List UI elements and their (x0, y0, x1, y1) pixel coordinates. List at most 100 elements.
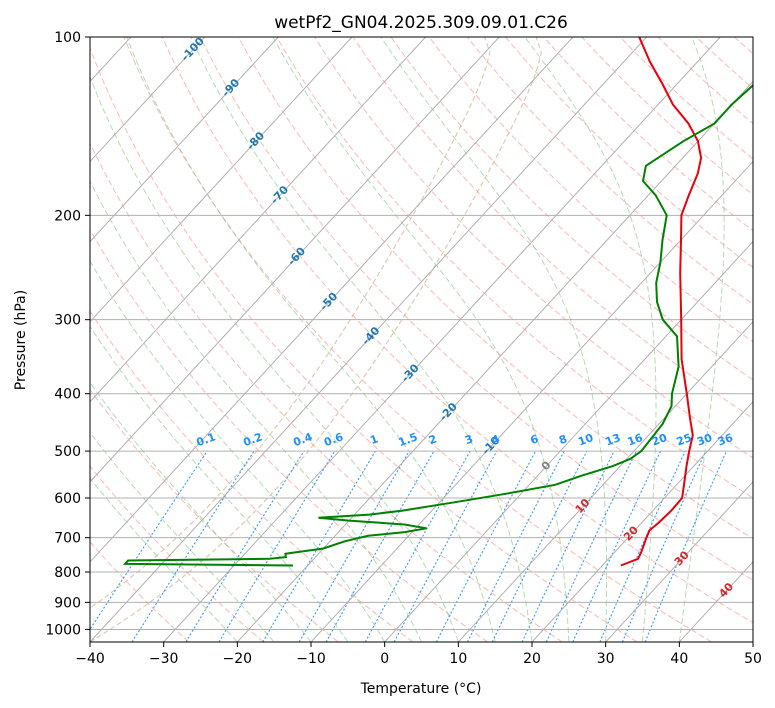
reference-curve (90, 37, 543, 642)
isotherm-line (605, 481, 753, 642)
plot-frame (89, 36, 754, 643)
moist-adiabat (90, 180, 422, 642)
dry-adiabat (543, 37, 753, 232)
mixing-ratio-label: 4 (490, 432, 502, 447)
x-tick-label: −20 (223, 651, 253, 667)
mixing-ratio-line (393, 450, 498, 642)
dry-adiabat (390, 37, 753, 381)
x-tick-label: 10 (449, 651, 467, 667)
mixing-ratio-line (599, 450, 686, 642)
isotherm-line (384, 240, 753, 642)
y-axis: 1000 900 800 700 600 500 400 300 200 100 (45, 30, 90, 638)
y-tick-label: 800 (54, 565, 81, 581)
x-tick-label: 0 (380, 651, 389, 667)
dry-adiabat (90, 228, 488, 642)
x-tick-label: −10 (296, 651, 326, 667)
mixing-ratio-line (364, 450, 471, 642)
isotherm-line (752, 641, 753, 642)
mixing-ratio-label: 30 (695, 431, 714, 449)
dewpoint-profile (122, 83, 753, 567)
mixing-ratio-label: 13 (604, 431, 623, 448)
isotherm-line (90, 37, 279, 243)
dry-adiabat (90, 46, 638, 642)
isotherm-line (310, 160, 753, 642)
y-tick-label: 300 (54, 313, 81, 329)
moist-adiabat (126, 37, 496, 642)
moist-adiabat (90, 477, 238, 642)
mixing-ratio-label: 0.6 (322, 430, 345, 449)
mixing-ratio-line (621, 450, 707, 642)
dry-adiabat (466, 37, 753, 305)
mixing-ratio-label: 25 (675, 431, 694, 448)
x-tick-label: −30 (149, 651, 179, 667)
dry-adiabat (90, 142, 563, 642)
y-tick-label: 500 (54, 444, 81, 460)
mixing-ratio-line (185, 450, 305, 642)
dry-adiabat (505, 37, 753, 268)
mixing-ratio-label: 16 (626, 431, 645, 449)
dry-adiabat (352, 37, 753, 420)
dry-adiabat (428, 37, 753, 343)
mixing-ratio-label: 0.2 (241, 430, 264, 449)
line-labels: -100-90-80-70-60-50-40-30-20-10010203040… (179, 35, 737, 601)
dry-adiabat (734, 37, 753, 55)
reference-curve (90, 37, 491, 609)
mixing-ratio-label: 1.5 (397, 430, 420, 449)
isotherm-line (90, 37, 353, 323)
y-axis-label: Pressure (hPa) (13, 290, 29, 390)
mixing-ratio-line (325, 450, 435, 642)
dry-adiabat (619, 37, 753, 160)
moist-adiabat (90, 75, 459, 642)
isotherm-line (236, 80, 753, 642)
profile-layer (122, 37, 753, 567)
x-tick-label: 50 (744, 651, 762, 667)
y-tick-label: 400 (54, 387, 81, 403)
mixing-ratio-line (644, 450, 728, 642)
y-tick-label: 200 (54, 208, 81, 224)
dry-adiabat (581, 37, 753, 196)
mixing-ratio-label: 8 (557, 432, 569, 447)
y-tick-label: 100 (54, 30, 81, 46)
isotherm-line (90, 37, 647, 642)
isotherm-line (90, 37, 426, 403)
dry-adiabat (123, 37, 712, 642)
mixing-ratio-label: 10 (576, 431, 595, 449)
x-tick-label: 30 (597, 651, 615, 667)
mixing-ratio-line (218, 450, 336, 642)
moist-adiabat (90, 260, 386, 642)
mixing-ratio-line (262, 450, 376, 642)
mixing-ratio-line (298, 450, 410, 642)
mixing-ratio-label: 1 (368, 432, 380, 447)
dry-adiabat (237, 37, 753, 540)
dry-adiabat (276, 37, 753, 499)
mixing-ratio-label: 36 (716, 431, 735, 449)
mixing-ratio-line (467, 450, 565, 642)
grid (90, 37, 753, 642)
dry-adiabat (199, 37, 753, 581)
isotherm-line (90, 37, 500, 483)
isotherm-line (531, 401, 753, 642)
moist-adiabat (380, 37, 608, 642)
mixing-ratio-label: 0.1 (195, 430, 218, 449)
moist-adiabat (678, 37, 725, 642)
background-lines (90, 37, 753, 642)
x-tick-label: 20 (523, 651, 541, 667)
mixing-ratio-label: 3 (463, 432, 475, 447)
x-tick-label: 40 (670, 651, 688, 667)
isotherm-line (457, 320, 753, 642)
moist-adiabat (524, 37, 657, 642)
moist-adiabat (90, 431, 275, 642)
isotherm-line (90, 37, 205, 163)
y-tick-label: 900 (54, 595, 81, 611)
isotherm-line (90, 37, 574, 563)
chart-title: wetPf2_GN04.2025.309.09.01.C26 (274, 13, 568, 33)
x-axis-label: Temperature (°C) (360, 681, 482, 697)
isotherm-line (163, 37, 721, 642)
mixing-ratio-line (572, 450, 662, 642)
mixing-ratio-line (491, 450, 588, 642)
mixing-ratio-line (90, 450, 208, 631)
moist-adiabat (90, 381, 312, 642)
moist-adiabat (90, 325, 349, 642)
temperature-profile (620, 37, 703, 567)
